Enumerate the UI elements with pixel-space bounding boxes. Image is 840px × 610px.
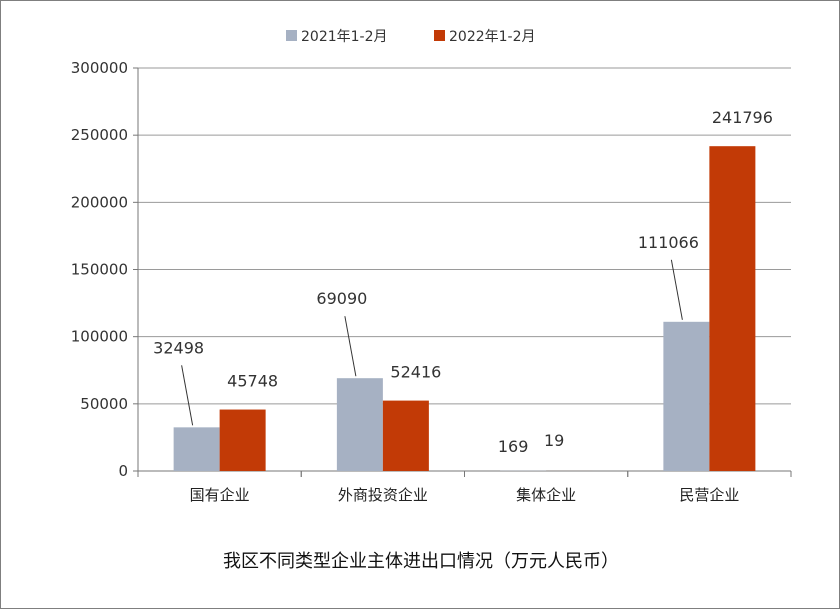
data-label: 111066: [638, 233, 699, 252]
data-label: 19: [544, 431, 564, 450]
y-tick-label: 300000: [71, 59, 128, 77]
data-label: 32498: [153, 338, 204, 357]
legend-swatch: [286, 30, 297, 41]
y-tick-label: 250000: [71, 126, 128, 144]
bar: [174, 427, 220, 471]
bars: [174, 146, 756, 471]
y-tick-label: 150000: [71, 261, 128, 279]
y-tick-label: 50000: [80, 395, 128, 413]
legend: 2021年1-2月 2022年1-2月: [286, 29, 536, 45]
x-tick-label: 集体企业: [516, 486, 576, 504]
y-tick-label: 100000: [71, 328, 128, 346]
legend-label: 2022年1-2月: [449, 29, 536, 45]
leader-line: [182, 365, 193, 425]
data-label: 69090: [316, 289, 367, 308]
y-tick-label: 0: [118, 462, 128, 480]
y-axis: 0 50000 100000 150000 200000 250000 300000: [71, 59, 138, 480]
data-label: 45748: [227, 372, 278, 391]
bar: [383, 401, 429, 471]
leader-line: [671, 260, 682, 320]
data-label: 241796: [712, 108, 773, 127]
x-tick-label: 外商投资企业: [338, 486, 428, 504]
x-axis: 国有企业 外商投资企业 集体企业 民营企业: [138, 471, 791, 504]
bar: [709, 146, 755, 471]
legend-swatch: [434, 30, 445, 41]
legend-label: 2021年1-2月: [301, 29, 388, 45]
bar: [220, 410, 266, 471]
leader-line: [345, 316, 356, 376]
bar: [663, 322, 709, 471]
y-tick-label: 200000: [71, 193, 128, 211]
data-label: 52416: [390, 363, 441, 382]
x-tick-label: 民营企业: [679, 486, 739, 504]
bar: [337, 378, 383, 471]
x-tick-label: 国有企业: [190, 486, 250, 504]
chart-title: 我区不同类型企业主体进出口情况（万元人民币）: [223, 551, 619, 572]
data-label: 169: [498, 437, 529, 456]
